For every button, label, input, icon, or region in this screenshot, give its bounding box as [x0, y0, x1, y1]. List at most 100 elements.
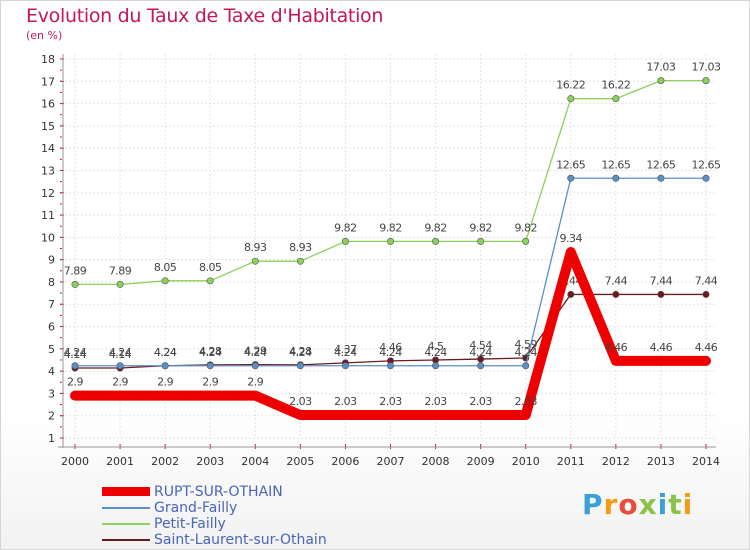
legend-swatch	[102, 487, 150, 496]
data-point	[206, 362, 214, 370]
data-point	[296, 257, 304, 265]
x-tick-label: 2014	[692, 455, 720, 468]
legend-label: Saint-Laurent-sur-Othain	[154, 532, 327, 548]
data-point	[432, 237, 440, 245]
data-label: 4.24	[334, 346, 357, 359]
x-tick-label: 2000	[61, 455, 89, 468]
y-tick-label: 3	[48, 387, 55, 400]
data-label: 4.24	[379, 346, 402, 359]
y-tick-label: 1	[48, 432, 55, 445]
data-label: 2.03	[334, 395, 357, 408]
data-label: 17.03	[646, 61, 675, 74]
data-point	[612, 174, 620, 182]
data-point	[567, 95, 575, 103]
data-label: 7.44	[695, 274, 718, 287]
data-label: 2.03	[424, 395, 447, 408]
data-label: 2.03	[514, 395, 537, 408]
data-label: 4.37	[334, 343, 357, 356]
data-label: 16.22	[601, 79, 630, 92]
data-point	[116, 362, 124, 370]
data-label: 9.82	[334, 221, 357, 234]
data-label: 4.24	[199, 346, 222, 359]
data-label: 2.9	[247, 376, 263, 389]
data-point	[657, 174, 665, 182]
data-point	[251, 257, 259, 265]
data-point	[612, 290, 620, 298]
data-label: 8.05	[154, 261, 177, 274]
data-point	[206, 277, 214, 285]
y-tick-label: 7	[48, 298, 55, 311]
series-line-rupt-sur-othain	[70, 247, 711, 421]
data-point	[296, 362, 304, 370]
proxiti-logo: Proxiti	[582, 488, 694, 521]
x-tick-label: 2007	[377, 455, 405, 468]
y-tick-label: 14	[41, 142, 55, 155]
data-point	[477, 362, 485, 370]
data-label: 7.44	[650, 274, 673, 287]
data-label: 9.82	[424, 221, 447, 234]
data-label: 4.24	[424, 346, 447, 359]
data-label: 4.24	[64, 346, 87, 359]
x-tick-label: 2005	[286, 455, 314, 468]
data-label: 2.03	[469, 395, 492, 408]
data-label: 4.24	[154, 346, 177, 359]
data-label: 2.03	[289, 395, 312, 408]
data-point	[657, 77, 665, 85]
data-label: 4.46	[605, 341, 628, 354]
data-point	[477, 237, 485, 245]
data-point	[386, 237, 394, 245]
data-label: 12.65	[646, 158, 675, 171]
data-label: 4.46	[695, 341, 718, 354]
data-point	[657, 290, 665, 298]
data-point	[161, 277, 169, 285]
y-tick-label: 11	[41, 209, 55, 222]
x-tick-label: 2006	[331, 455, 359, 468]
data-label: 4.54	[469, 339, 492, 352]
x-tick-label: 2002	[151, 455, 179, 468]
data-label: 4.14	[109, 348, 132, 361]
data-point	[522, 362, 530, 370]
y-tick-label: 4	[48, 365, 55, 378]
legend-swatch	[102, 539, 150, 541]
data-label: 8.05	[199, 261, 222, 274]
x-tick-label: 2001	[106, 455, 134, 468]
data-label: 2.03	[379, 395, 402, 408]
x-tick-label: 2011	[557, 455, 585, 468]
y-tick-label: 8	[48, 276, 55, 289]
data-point	[386, 362, 394, 370]
y-tick-label: 2	[48, 410, 55, 423]
x-tick-label: 2010	[512, 455, 540, 468]
y-tick-label: 6	[48, 321, 55, 334]
data-label: 4.14	[64, 348, 87, 361]
data-point	[251, 362, 259, 370]
data-point	[161, 362, 169, 370]
y-tick-label: 5	[48, 343, 55, 356]
legend-swatch	[102, 523, 150, 525]
data-point	[432, 362, 440, 370]
y-tick-label: 15	[41, 120, 55, 133]
data-label: 12.65	[692, 158, 721, 171]
y-tick-label: 12	[41, 187, 55, 200]
data-point	[71, 280, 79, 288]
data-label: 7.44	[605, 274, 628, 287]
x-tick-label: 2003	[196, 455, 224, 468]
data-label: 9.82	[514, 221, 537, 234]
data-point	[341, 362, 349, 370]
data-label: 8.93	[244, 241, 267, 254]
data-label: 4.46	[379, 341, 402, 354]
data-label: 2.9	[202, 376, 218, 389]
y-tick-label: 9	[48, 254, 55, 267]
y-tick-label: 18	[41, 53, 55, 66]
data-point	[702, 174, 710, 182]
legend-label: RUPT-SUR-OTHAIN	[154, 484, 283, 500]
data-label: 2.9	[112, 376, 128, 389]
data-label: 9.82	[379, 221, 402, 234]
data-point	[612, 95, 620, 103]
data-label: 9.82	[469, 221, 492, 234]
data-label: 4.5	[428, 340, 444, 353]
data-label: 4.28	[289, 345, 312, 358]
data-point	[702, 290, 710, 298]
data-label: 4.24	[514, 346, 537, 359]
legend-label: Grand-Failly	[154, 500, 238, 516]
